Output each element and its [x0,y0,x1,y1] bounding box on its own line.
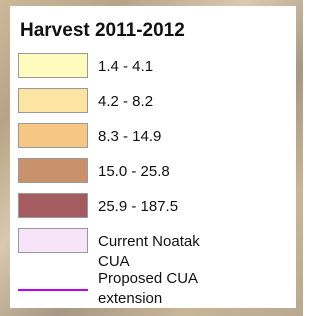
legend-item: Current Noatak CUA [18,228,288,255]
legend-item: 8.3 - 14.9 [18,123,288,150]
legend-item: 4.2 - 8.2 [18,88,288,115]
legend-label: Current Noatak CUA [98,232,218,272]
legend-item: 25.9 - 187.5 [18,193,288,220]
legend-item: 1.4 - 4.1 [18,53,288,80]
map-background: Harvest 2011-2012 1.4 - 4.1 4.2 - 8.2 8.3 … [0,0,303,316]
legend-label: 8.3 - 14.9 [98,127,218,147]
color-swatch [18,158,88,183]
legend-label: 4.2 - 8.2 [98,92,218,112]
legend-title: Harvest 2011-2012 [20,20,185,42]
legend-label: 1.4 - 4.1 [98,57,218,77]
color-swatch [18,123,88,148]
color-swatch [18,88,88,113]
legend-item: Proposed CUA extension [18,277,288,304]
line-symbol [18,289,88,291]
legend-item: 15.0 - 25.8 [18,158,288,185]
color-swatch [18,193,88,218]
legend: Harvest 2011-2012 1.4 - 4.1 4.2 - 8.2 8.3 … [10,6,296,308]
color-swatch [18,53,88,78]
legend-label: 15.0 - 25.8 [98,162,218,182]
legend-label: 25.9 - 187.5 [98,197,218,217]
legend-label: Proposed CUA extension [98,269,203,309]
color-swatch [18,228,88,253]
